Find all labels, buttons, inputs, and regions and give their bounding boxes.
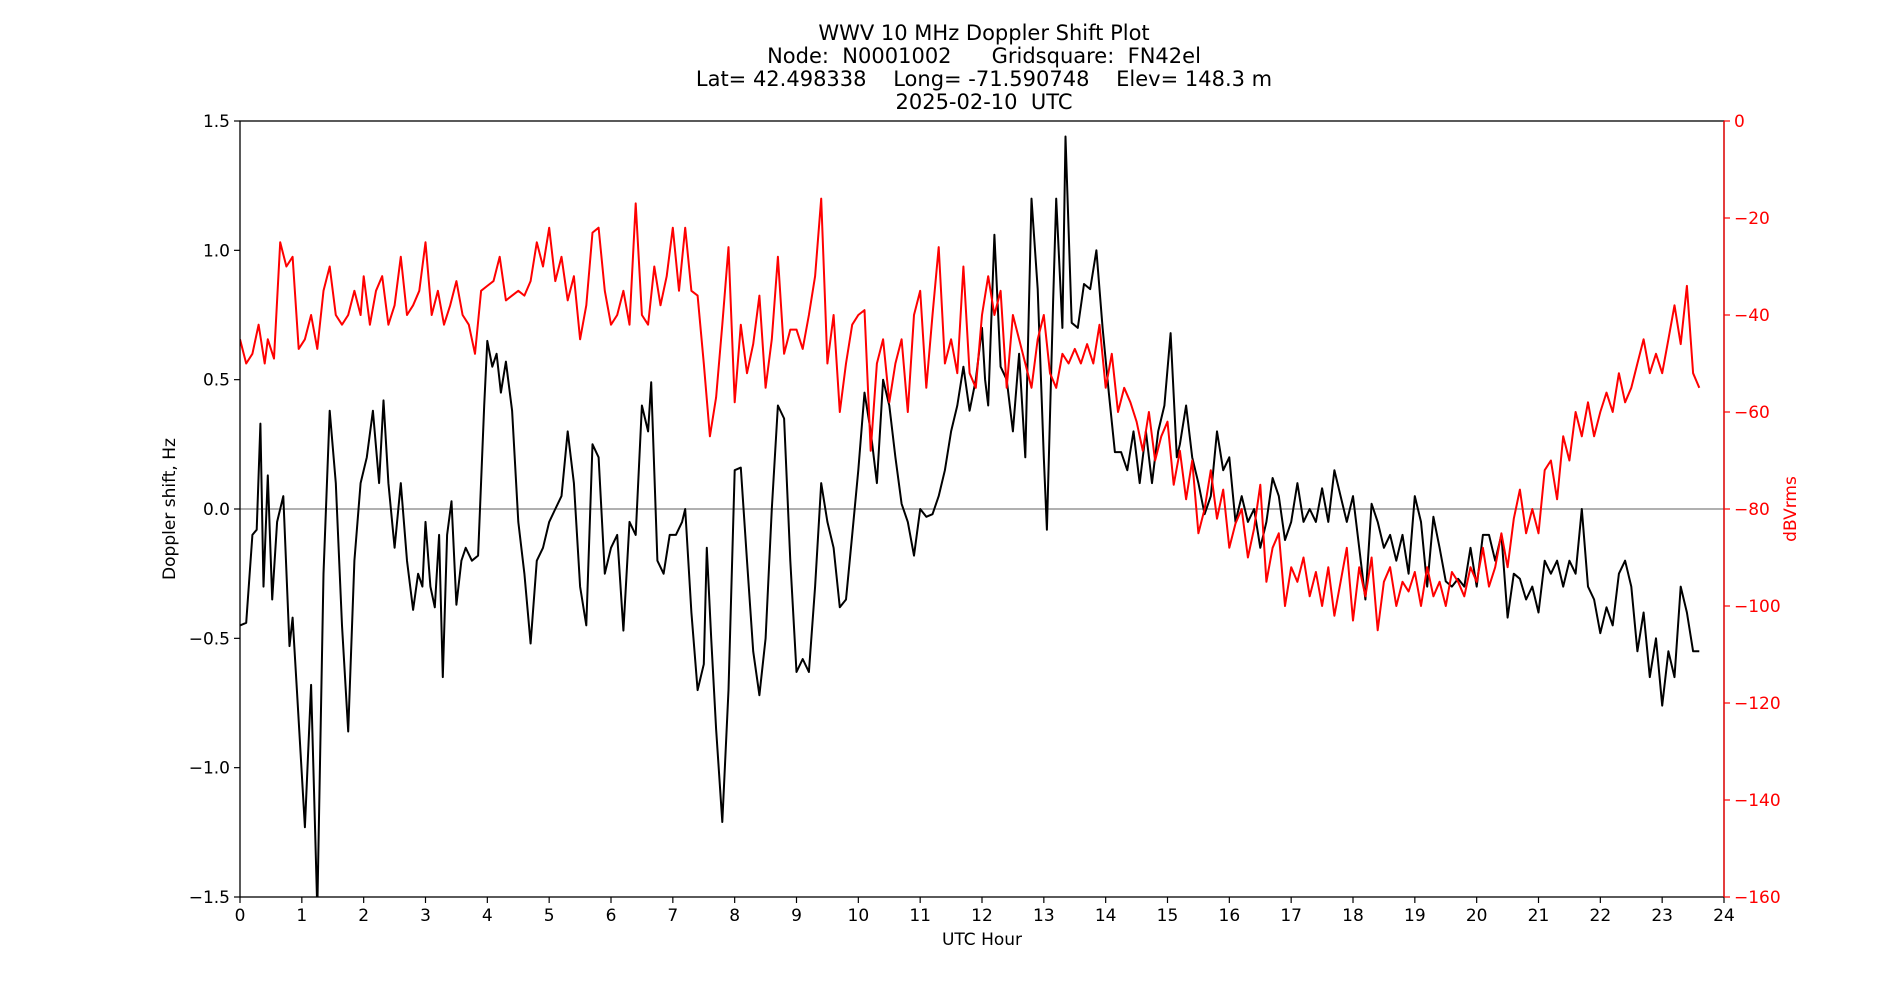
series-layer xyxy=(240,135,1701,897)
y-axis-label: Doppler shift, Hz xyxy=(160,438,180,580)
x-tick-label: 15 xyxy=(1157,906,1179,926)
x-axis-label: UTC Hour xyxy=(942,930,1022,950)
x-tick-label: 1 xyxy=(296,906,307,926)
chart-title-block: WWV 10 MHz Doppler Shift Plot Node: N000… xyxy=(0,22,1900,114)
y2-tick-label: −140 xyxy=(1734,791,1781,811)
y2-tick-label: −160 xyxy=(1734,888,1781,908)
y2-tick-label: −20 xyxy=(1734,209,1770,229)
y2-tick-label: −120 xyxy=(1734,694,1781,714)
x-tick-label: 4 xyxy=(482,906,493,926)
x-tick-label: 18 xyxy=(1342,906,1364,926)
chart-subtitle-location: Lat= 42.498338 Long= -71.590748 Elev= 14… xyxy=(695,67,1273,91)
y2-tick-label: −60 xyxy=(1734,403,1770,423)
x-tick-label: 2 xyxy=(358,906,369,926)
power-series-line xyxy=(240,197,1701,632)
x-tick-label: 10 xyxy=(848,906,870,926)
x-tick-label: 20 xyxy=(1466,906,1488,926)
y-tick-label: −1.5 xyxy=(189,888,230,908)
y2-tick-label: 0 xyxy=(1734,112,1745,132)
chart-subtitle-node: Node: N0001002 Gridsquare: FN42el xyxy=(767,44,1201,68)
x-tick-label: 3 xyxy=(420,906,431,926)
y-tick-label: 0.5 xyxy=(203,371,230,391)
x-tick-label: 17 xyxy=(1280,906,1302,926)
x-tick-label: 21 xyxy=(1528,906,1550,926)
x-tick-label: 19 xyxy=(1404,906,1426,926)
x-tick-label: 24 xyxy=(1713,906,1735,926)
y2-tick-label: −80 xyxy=(1734,500,1770,520)
x-tick-label: 11 xyxy=(909,906,931,926)
x-tick-label: 23 xyxy=(1651,906,1673,926)
x-tick-label: 16 xyxy=(1219,906,1241,926)
x-tick-label: 13 xyxy=(1033,906,1055,926)
y-tick-label: 1.0 xyxy=(203,241,230,261)
x-tick-label: 8 xyxy=(729,906,740,926)
y2-tick-label: −40 xyxy=(1734,306,1770,326)
x-tick-label: 5 xyxy=(544,906,555,926)
doppler-series-line xyxy=(240,135,1700,897)
y-tick-label: −1.0 xyxy=(189,759,230,779)
y2-tick-label: −100 xyxy=(1734,597,1781,617)
x-tick-label: 0 xyxy=(235,906,246,926)
y2-axis-label: dBVrms xyxy=(1781,476,1801,542)
y-tick-label: −0.5 xyxy=(189,629,230,649)
y-tick-label: 0.0 xyxy=(203,500,230,520)
chart-title: WWV 10 MHz Doppler Shift Plot xyxy=(818,21,1150,45)
axes-layer: 0 1 2 3 4 5 6 7 8 9 10 11 12 13 14 15 16 17 18 19 20 21 22 23 24… xyxy=(189,112,1781,926)
x-tick-label: 14 xyxy=(1095,906,1117,926)
y-tick-label: 1.5 xyxy=(203,112,230,132)
x-tick-label: 9 xyxy=(791,906,802,926)
chart-subtitle-date: 2025-02-10 UTC xyxy=(895,90,1073,114)
x-tick-label: 12 xyxy=(971,906,993,926)
x-tick-label: 22 xyxy=(1590,906,1612,926)
x-tick-label: 7 xyxy=(667,906,678,926)
x-tick-label: 6 xyxy=(606,906,617,926)
